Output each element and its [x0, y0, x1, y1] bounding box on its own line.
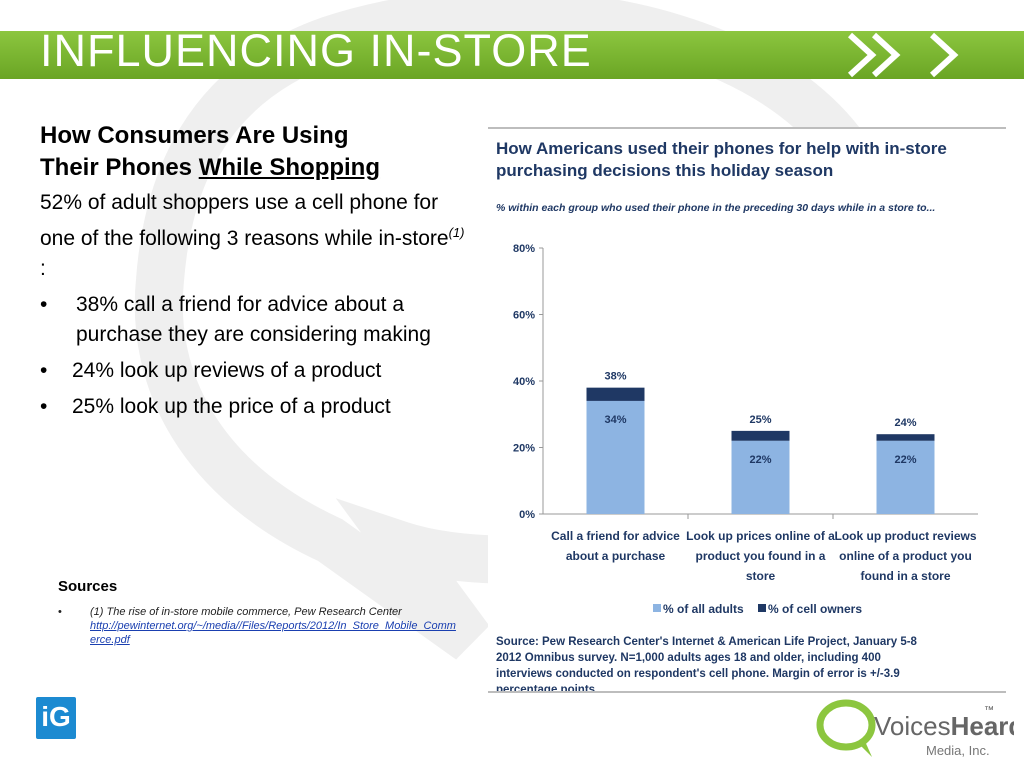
data-label-cell-owners: 38% [604, 371, 626, 383]
bullet-dot: • [58, 606, 62, 618]
y-tick-label: 80% [513, 243, 535, 255]
legend-label: % of all adults [663, 602, 744, 616]
bullet-text: 25% look up the price of a product [72, 395, 391, 418]
footnote-marker: (1) [448, 225, 465, 240]
bullet-item: • 38% call a friend for advice about a pu… [40, 290, 470, 350]
chart-title-line-2: purchasing decisions this holiday season [496, 161, 833, 180]
bar-all-adults [731, 440, 790, 514]
legend-swatch [653, 604, 661, 612]
chart-panel: How Americans used their phones for help… [488, 127, 1006, 696]
summary-text-column: How Consumers Are Using Their Phones Whi… [40, 120, 470, 422]
bullet-item: • 24% look up reviews of a product [40, 356, 470, 386]
chevron-arrows-icon [847, 32, 959, 78]
bullet-text: 38% call a friend for advice about a pur… [76, 293, 431, 346]
x-category-label: found in a store [861, 569, 951, 583]
intro-paragraph: 52% of adult shoppers use a cell phone f… [40, 188, 470, 284]
bullet-text: 24% look up reviews of a product [72, 359, 382, 382]
bullet-dot: • [40, 359, 48, 382]
slide-title: INFLUENCING IN-STORE [40, 25, 592, 76]
y-tick-label: 40% [513, 376, 535, 388]
chart-subtitle: % within each group who used their phone… [496, 202, 935, 214]
data-label-cell-owners: 25% [749, 414, 771, 426]
x-category-label: Call a friend for advice [551, 529, 680, 543]
bullet-dot: • [40, 293, 48, 316]
data-label-all-adults: 22% [749, 454, 771, 466]
heading-line-2: Their Phones While Shopping [40, 152, 470, 184]
source-item: • (1) The rise of in-store mobile commer… [58, 605, 468, 647]
legend-label: % of cell owners [768, 602, 862, 616]
heading-underlined: While Shopping [198, 154, 381, 181]
x-category-label: online of a product you [839, 549, 972, 563]
chart-source-note-line: Source: Pew Research Center's Internet &… [496, 636, 918, 648]
bar-cell-owners [586, 387, 645, 401]
x-category-label: product you found in a [696, 549, 826, 563]
logo-sub: Media, Inc. [926, 743, 990, 758]
y-tick-label: 0% [519, 509, 535, 521]
data-label-all-adults: 34% [604, 414, 626, 426]
x-category-label: about a purchase [566, 549, 666, 563]
ig-logo: iG [36, 697, 76, 739]
voicesheard-logo: VoicesHeard ™ Media, Inc. [816, 699, 1014, 758]
chart-bottom-rule [488, 691, 1006, 693]
bullet-dot: • [40, 395, 48, 418]
chart-source-note-line: 2012 Omnibus survey. N=1,000 adults ages… [496, 652, 881, 664]
chart-title-line-1: How Americans used their phones for help… [496, 139, 947, 158]
y-tick-label: 60% [513, 310, 535, 322]
bar-all-adults [586, 400, 645, 514]
legend-swatch [758, 604, 766, 612]
x-category-label: store [746, 569, 776, 583]
intro-suffix: : [40, 257, 46, 280]
y-tick-label: 20% [513, 443, 535, 455]
logo-tm: ™ [984, 705, 994, 716]
bar-cell-owners [876, 434, 935, 441]
source-text: (1) The rise of in-store mobile commerce… [90, 606, 402, 618]
section-heading: How Consumers Are Using Their Phones Whi… [40, 120, 470, 184]
chart-source-note-line: interviews conducted on respondent's cel… [496, 668, 900, 680]
source-link[interactable]: http://pewinternet.org/~/media//Files/Re… [90, 620, 456, 646]
logo-voices: VoicesHeard [874, 711, 1014, 741]
bar-all-adults [876, 440, 935, 514]
bar-cell-owners [731, 430, 790, 441]
x-category-label: Look up prices online of a [686, 529, 835, 543]
sources-section: Sources • (1) The rise of in-store mobil… [58, 578, 468, 647]
data-label-cell-owners: 24% [894, 417, 916, 429]
x-category-label: Look up product reviews [834, 529, 976, 543]
heading-line-1: How Consumers Are Using [40, 122, 349, 149]
intro-text: 52% of adult shoppers use a cell phone f… [40, 191, 449, 250]
data-label-all-adults: 22% [894, 454, 916, 466]
heading-line-2-prefix: Their Phones [40, 154, 199, 181]
sources-heading: Sources [58, 578, 118, 595]
bar-chart: How Americans used their phones for help… [496, 139, 978, 696]
chart-top-rule [488, 127, 1006, 129]
bullet-item: • 25% look up the price of a product [40, 392, 470, 422]
